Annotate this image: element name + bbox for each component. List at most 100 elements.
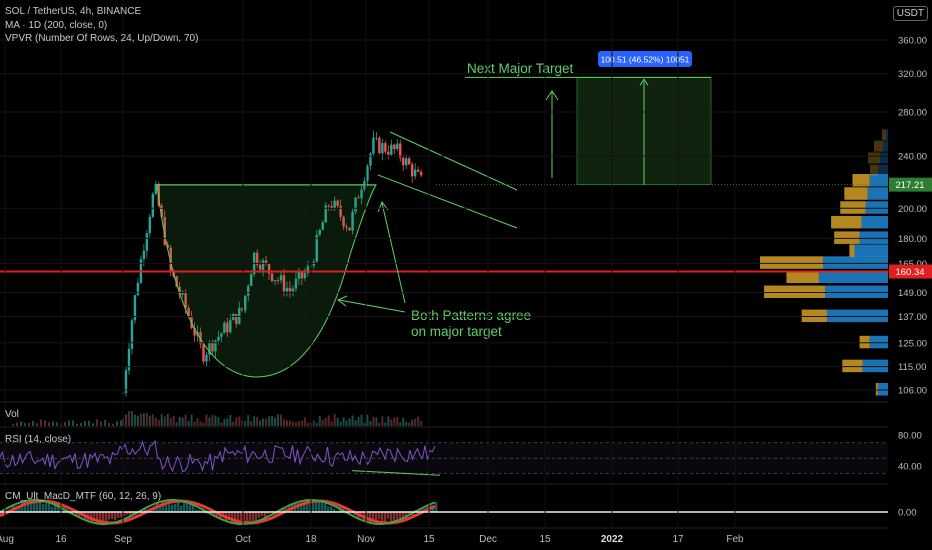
x-tick-label: 18 [305,534,317,545]
volume-bar [259,420,262,426]
support-price-tag-text: 160.34 [895,267,924,278]
currency-button[interactable]: USDT [892,6,928,21]
volume-bar [96,419,98,426]
macd-histogram-bar [264,512,267,518]
candle-body [342,216,345,227]
vpvr-indicator-label[interactable]: VPVR (Number Of Rows, 24, Up/Down, 70) [5,33,199,44]
macd-histogram-bar [246,512,249,524]
x-tick-label: Aug [0,534,14,545]
volume-bar [390,419,393,426]
macd-histogram-bar [93,512,96,519]
macd-histogram-bar [384,512,387,522]
macd-histogram-bar [282,507,285,512]
next-target-annotation: Next Major Target [467,61,574,76]
volume-bar [232,421,235,426]
candle-body [330,206,333,209]
volume-bar [151,414,154,426]
vpvr-down-bar [764,285,826,299]
volume-bar [88,420,90,426]
candle-body [124,370,128,393]
candle-body [324,205,327,223]
vpvr-down-bar [801,309,828,323]
candle-body [393,144,396,149]
x-tick-label: Nov [357,534,375,545]
volume-bar [288,420,291,426]
macd-histogram-bar [243,512,246,524]
volume-bar [64,421,66,426]
target-label-text: 100.51 (46.52%) 10051 [601,55,690,65]
candle-body [145,233,149,251]
candle-body [249,274,253,286]
macd-histogram-bar [312,502,315,512]
price-axis[interactable]: 360.00 320.00 280.00 240.00 200.00 180.00 165.… [0,36,927,397]
macd-histogram-bar [144,508,147,512]
macd-histogram-bar [249,512,252,524]
volume-bar [384,422,387,426]
candle-body [208,342,211,355]
candle-body [285,287,289,292]
candle-body [151,193,155,217]
macd-histogram-bar [30,502,33,512]
candle-body [166,244,169,248]
volume-bar [193,421,196,426]
volume-bar [339,421,342,426]
x-tick-label: 15 [423,534,435,545]
volume-bar [241,420,244,426]
vpvr-down-bar [760,256,823,269]
macd-histogram-bar [321,502,324,512]
candle-body [229,320,232,333]
volume-bar [360,414,363,426]
volume-bar [408,422,411,426]
macd-pane-label[interactable]: CM_Ult_MacD_MTF (60, 12, 26, 9) [5,491,162,502]
volume-bar [154,417,157,426]
candle-body [351,211,354,231]
vpvr-down-bar [874,140,883,152]
vpvr-up-bar [865,201,888,214]
time-axis[interactable]: Aug 16 Sep Oct 18 Nov 15 Dec 15 2022 17 Feb [0,0,888,545]
candle-body [345,226,348,228]
volume-bar [205,414,208,426]
volume-bar [190,414,193,426]
pointer-arrowhead [337,295,348,307]
volume-bar [300,420,303,426]
candle-body [276,280,280,281]
macd-histogram-bar [267,512,270,514]
macd-histogram-bar [114,512,117,521]
vpvr-up-bar [886,129,888,141]
macd-histogram-bar [330,506,333,512]
volume-bar [226,418,229,426]
macd-histogram-bar [255,512,258,522]
y-tick-label: 180.00 [898,234,927,245]
volume-bar [16,422,18,426]
x-tick-label: 2022 [601,534,624,545]
macd-histogram-bar [126,512,129,515]
volume-bar [282,419,285,426]
candle-body [202,344,205,362]
macd-histogram-bar [315,502,318,512]
volume-pane-label[interactable]: Vol [5,409,19,420]
candle-body [270,273,274,282]
candle-body [169,247,172,271]
candle-body [211,342,214,352]
macd-histogram-bar [171,504,174,512]
rsi-pane-label[interactable]: RSI (14, close) [5,434,72,445]
volume-bar [306,422,309,426]
macd-histogram-bar [297,503,300,512]
candle-body [199,332,202,345]
candle-body [408,158,411,165]
volume-bar [104,420,106,426]
volume-bar [184,414,187,426]
candle-body [297,272,301,279]
volume-bar [324,417,327,426]
ma-indicator-label[interactable]: MA · 1D (200, close, 0) [5,20,108,31]
vpvr-down-bar [844,187,868,200]
vpvr-up-bar [877,383,888,396]
candle-body [354,197,357,212]
vpvr-down-bar [849,244,855,257]
macd-histogram-bar [51,506,54,512]
vpvr-down-bar [831,215,862,229]
macd-histogram-bar [99,512,102,523]
y-tick-label: 137.00 [898,312,927,323]
symbol-title[interactable]: SOL / TetherUS, 4h, BINANCE [5,6,142,17]
